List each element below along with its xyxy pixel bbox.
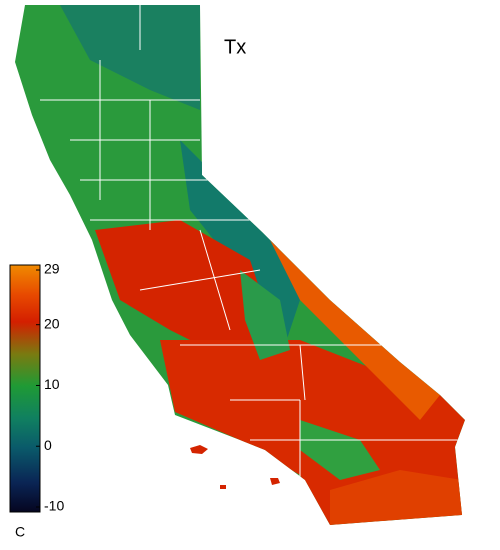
colorbar-tick-label: 10 [44,376,60,392]
colorbar-unit: C [15,524,25,540]
county-lines [40,5,460,520]
colorbar [9,264,41,513]
islands [190,445,280,489]
colorbar-tick-label: 29 [44,261,60,277]
colorbar-tick-label: 0 [44,437,52,453]
map-title: Tx [224,36,246,58]
colorbar-ticks: 29 20 10 0 -10 [36,261,64,514]
colorbar-tick-label: 20 [44,315,60,331]
colorbar-tick-label: -10 [44,498,64,514]
